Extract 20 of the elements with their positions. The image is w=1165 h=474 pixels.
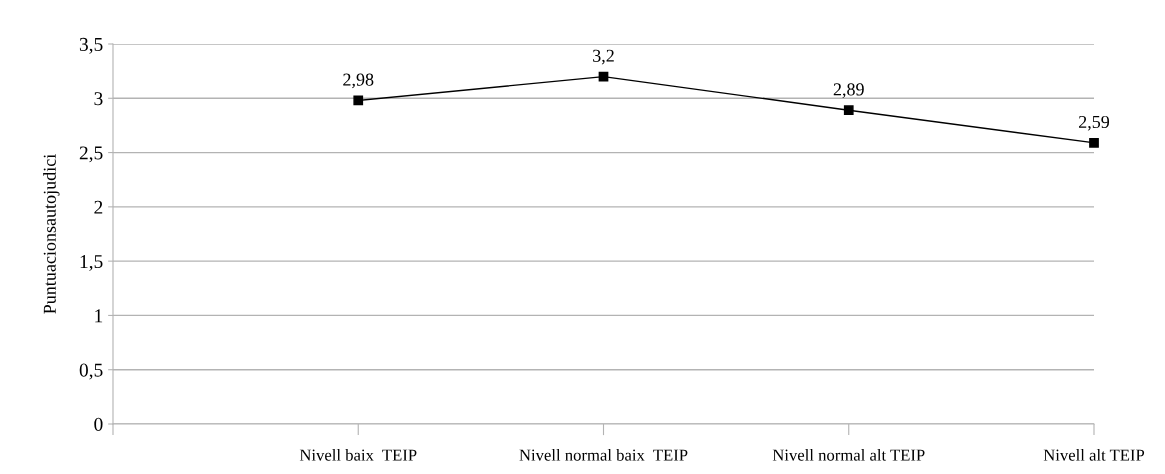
x-tick-label: Nivell normal baix TEIP	[519, 449, 688, 461]
x-tick-label: Nivell normal alt TEIP	[772, 449, 925, 461]
point	[353, 95, 364, 106]
data-label: 3,2	[593, 49, 614, 65]
data-label: 2,59	[1078, 115, 1110, 131]
y-tick-label: 3	[94, 92, 103, 106]
data-label: 2,89	[833, 83, 864, 99]
y-tick-label: 2	[94, 200, 103, 214]
y-axis-title: Puntuacionsautojudici	[43, 154, 60, 314]
y-tick-label: 1	[95, 309, 103, 323]
x-tick-label: Nivell baix TEIP	[299, 449, 417, 461]
x-tick-label: Nivell alt TEIP	[1043, 449, 1145, 461]
y-tick-label: 0	[94, 417, 103, 431]
y-tick-label: 2,5	[79, 146, 103, 163]
data-label: 2,98	[343, 73, 374, 89]
y-tick-label: 1,5	[80, 255, 103, 271]
point	[843, 105, 854, 116]
point	[1089, 137, 1099, 148]
y-tick-label: 3,5	[79, 37, 103, 54]
y-tick-label: 0,5	[79, 363, 103, 380]
